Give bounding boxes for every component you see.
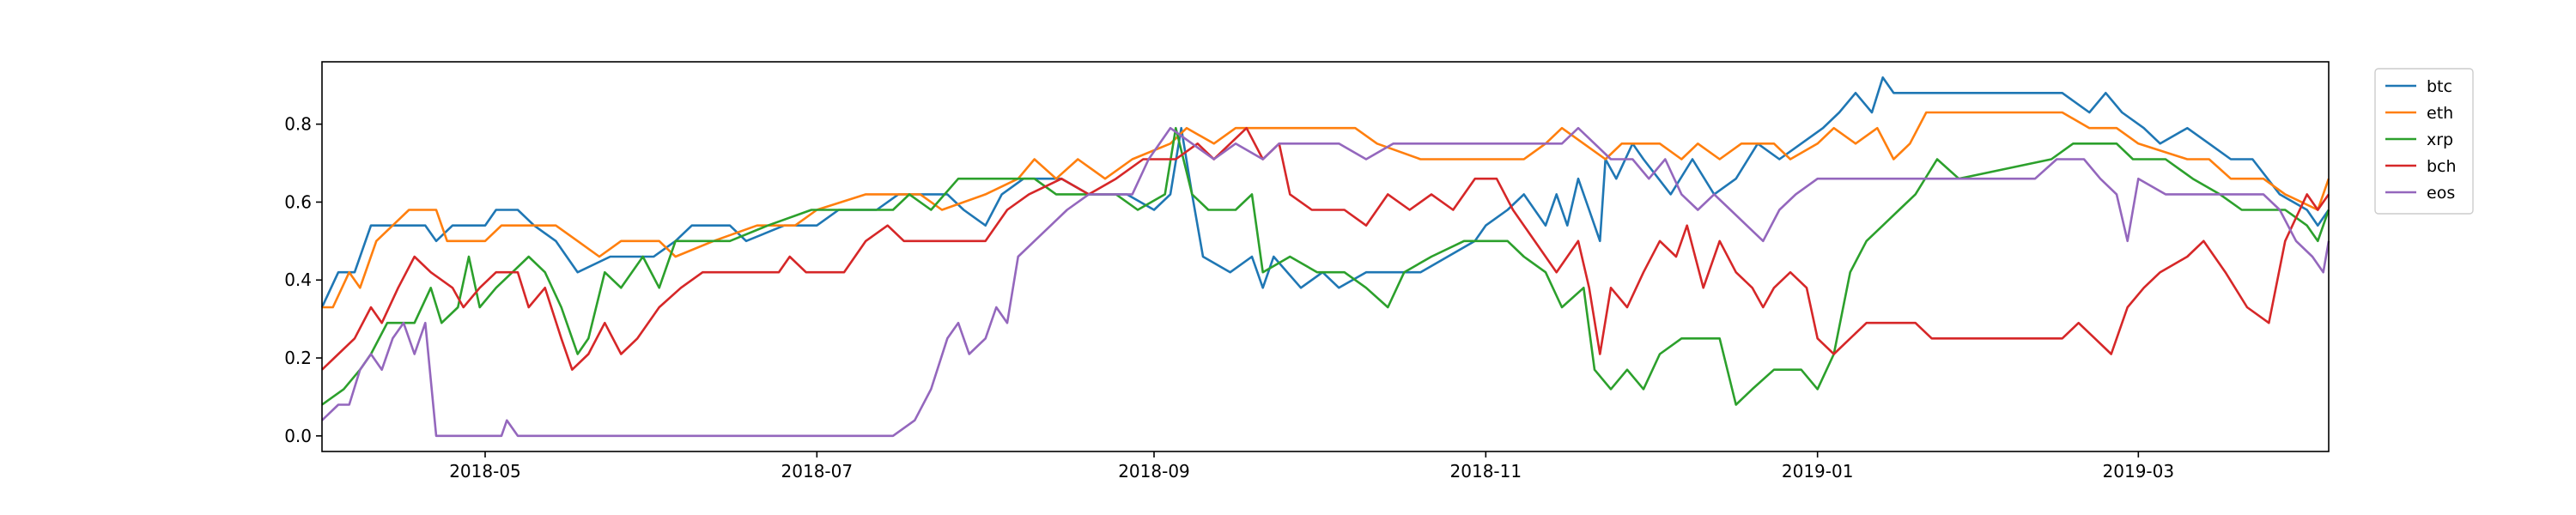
series-line-btc <box>320 76 2330 308</box>
x-tick-label: 2018-09 <box>1118 461 1190 482</box>
x-tick-label: 2019-01 <box>1782 461 1854 482</box>
y-tick-label: 0.6 <box>284 191 312 212</box>
x-tick-label: 2018-05 <box>449 461 521 482</box>
legend-frame <box>2374 68 2474 215</box>
legend-item-xrp: xrp <box>2385 130 2453 149</box>
axes-frame <box>321 61 2330 452</box>
y-axis: 0.0 0.2 0.4 0.6 0.8 <box>284 114 322 446</box>
y-tick-label: 0.2 <box>284 348 312 368</box>
legend-label-btc: btc <box>2427 77 2452 96</box>
legend-item-btc: btc <box>2385 77 2452 96</box>
series-line-eth <box>322 111 2330 309</box>
legend: btc eth xrp bch eos <box>2374 68 2474 215</box>
x-axis: 2018-05 2018-07 2018-09 2018-11 2019-01 2019-… <box>449 451 2174 482</box>
series-line-xrp <box>321 126 2330 406</box>
series-line-bch <box>321 126 2330 372</box>
x-tick-label: 2019-03 <box>2103 461 2175 482</box>
plot-area: 2018-05 2018-07 2018-09 2018-11 2019-01 2019-… <box>284 61 2330 482</box>
legend-label-eth: eth <box>2427 104 2453 123</box>
legend-label-eos: eos <box>2427 184 2455 203</box>
x-tick-label: 2018-07 <box>781 461 854 482</box>
legend-label-xrp: xrp <box>2427 130 2453 149</box>
y-tick-label: 0.4 <box>284 270 312 290</box>
x-tick-label: 2018-11 <box>1450 461 1522 482</box>
legend-item-bch: bch <box>2385 157 2457 176</box>
series-layer <box>320 76 2330 438</box>
legend-item-eth: eth <box>2385 104 2453 123</box>
y-tick-label: 0.8 <box>284 114 312 135</box>
legend-item-eos: eos <box>2385 184 2455 203</box>
y-tick-label: 0.0 <box>284 426 312 446</box>
series-line-eos <box>321 126 2330 438</box>
legend-label-bch: bch <box>2427 157 2457 176</box>
